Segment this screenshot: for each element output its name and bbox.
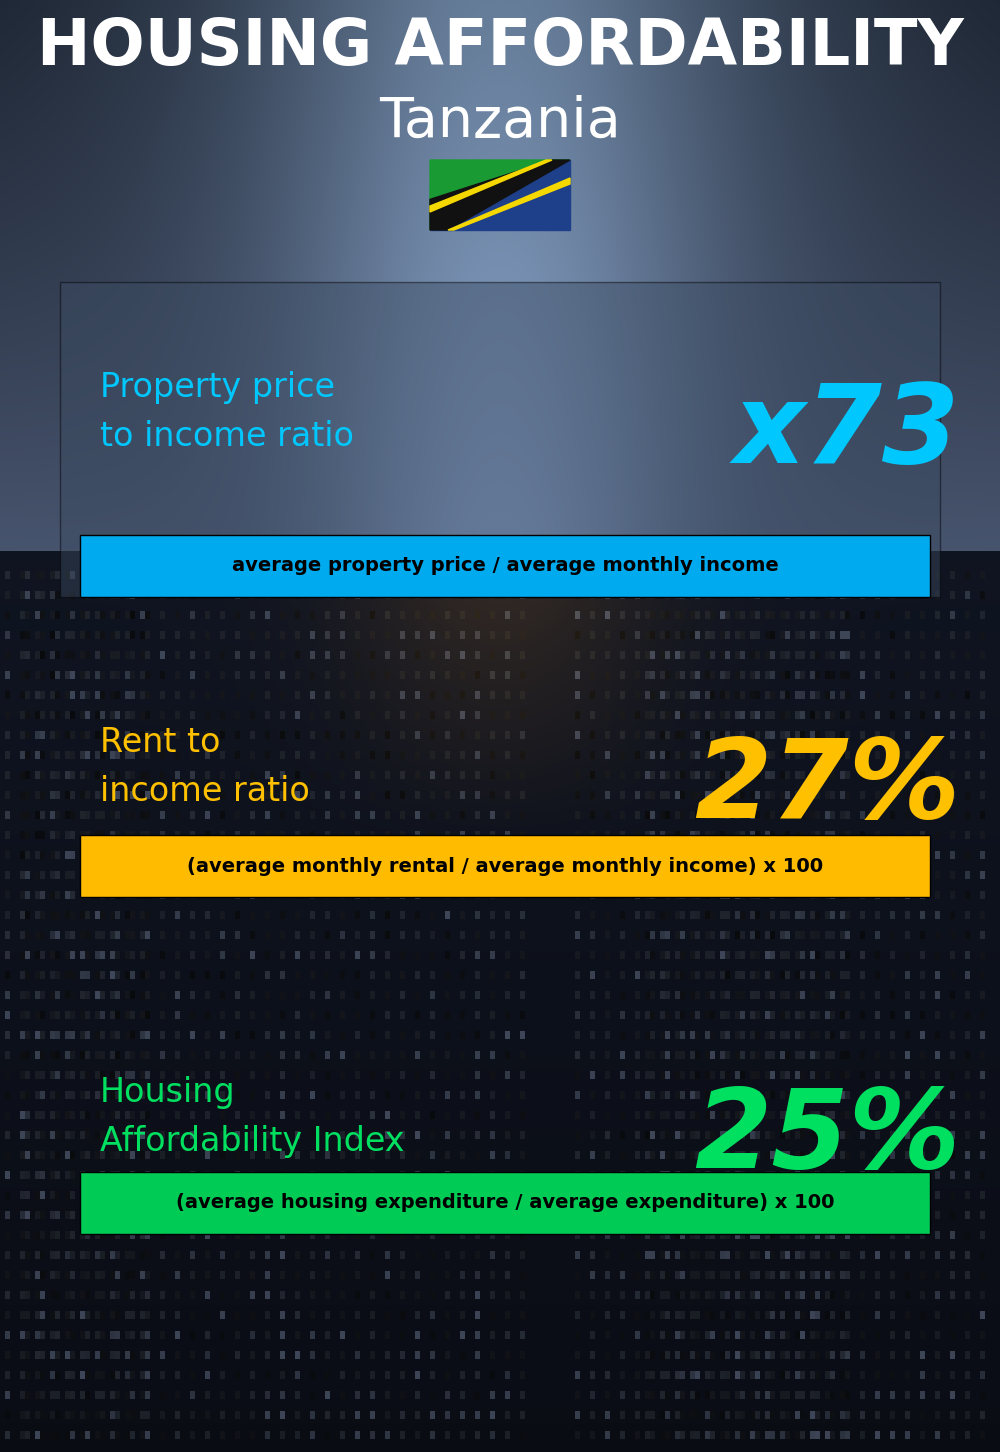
Polygon shape <box>430 160 570 229</box>
Text: Housing
Affordability Index: Housing Affordability Index <box>100 1076 404 1157</box>
Text: Rent to
income ratio: Rent to income ratio <box>100 726 310 807</box>
FancyBboxPatch shape <box>60 282 940 597</box>
FancyBboxPatch shape <box>80 534 930 597</box>
Polygon shape <box>430 160 570 229</box>
FancyBboxPatch shape <box>80 835 930 897</box>
Text: Property price
to income ratio: Property price to income ratio <box>100 372 354 453</box>
Text: 27%: 27% <box>694 733 960 841</box>
Text: HOUSING AFFORDABILITY: HOUSING AFFORDABILITY <box>37 16 963 78</box>
Text: (average housing expenditure / average expenditure) x 100: (average housing expenditure / average e… <box>176 1194 834 1212</box>
Text: Tanzania: Tanzania <box>379 94 621 150</box>
Text: x73: x73 <box>734 379 960 485</box>
Polygon shape <box>430 160 570 229</box>
Text: (average monthly rental / average monthly income) x 100: (average monthly rental / average monthl… <box>187 857 823 876</box>
Text: 25%: 25% <box>694 1083 960 1191</box>
Polygon shape <box>430 160 552 212</box>
Polygon shape <box>448 179 570 229</box>
FancyBboxPatch shape <box>80 1172 930 1234</box>
Text: average property price / average monthly income: average property price / average monthly… <box>232 556 778 575</box>
